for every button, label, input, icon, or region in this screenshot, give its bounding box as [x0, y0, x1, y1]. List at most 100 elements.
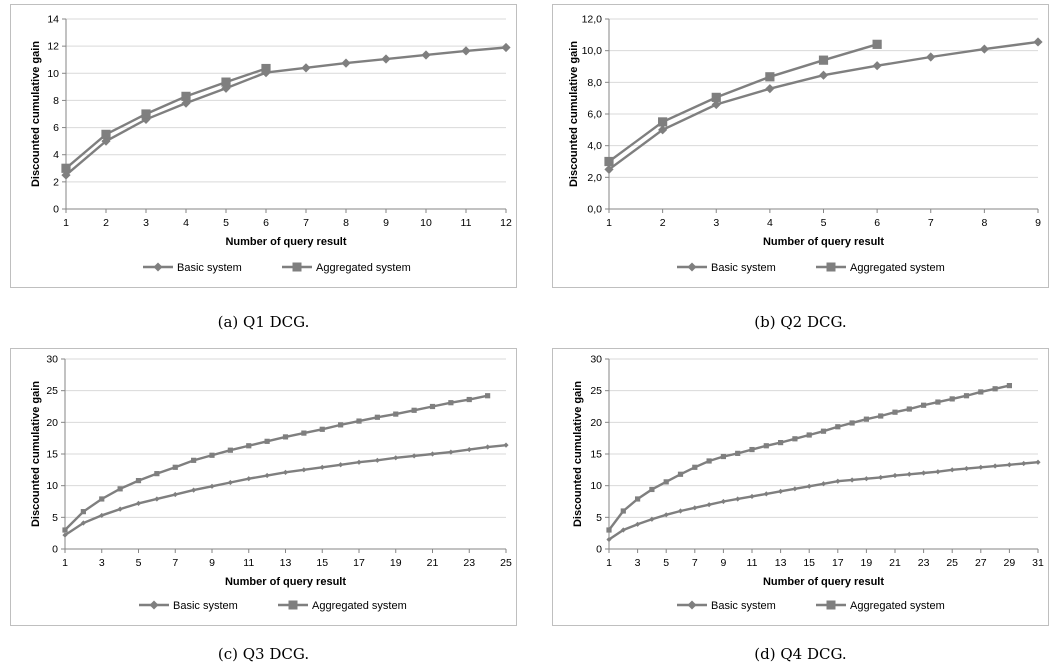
y-tick-label: 8	[53, 95, 59, 107]
data-point	[1033, 37, 1043, 47]
x-tick-label: 10	[420, 217, 432, 229]
data-point	[649, 486, 655, 493]
x-tick-label: 4	[767, 217, 773, 229]
data-point	[227, 447, 233, 453]
data-point	[849, 420, 855, 426]
x-tick-label: 3	[99, 557, 105, 569]
data-point	[80, 509, 86, 515]
data-point	[926, 52, 936, 62]
data-point	[99, 496, 105, 502]
data-point	[765, 72, 775, 82]
caption-q1: (a) Q1 DCG.	[217, 313, 310, 331]
data-point	[806, 432, 812, 438]
data-point	[949, 467, 955, 473]
data-point	[720, 498, 726, 505]
data-point	[301, 430, 307, 436]
data-point	[978, 389, 984, 395]
y-tick-label: 20	[590, 417, 602, 429]
data-point	[735, 450, 741, 456]
legend-marker	[687, 600, 697, 610]
data-point	[264, 472, 270, 479]
series-line	[65, 67, 267, 170]
data-point	[374, 457, 380, 463]
x-tick-label: 17	[353, 557, 365, 569]
legend-label: Aggregated system	[850, 262, 945, 274]
data-point	[778, 488, 784, 494]
data-point	[221, 77, 231, 87]
series-line	[65, 46, 507, 176]
data-point	[872, 61, 882, 71]
chart-panel-q2: 0,0 2,0 4,0 6,0 8,0 10,0 12,0 1 2 3 4 5 6 7 8 9 Number o…	[552, 4, 1049, 288]
chart-panel-q1: 0 2 4 6 8 10 12 14 1 2 3 4 5 6 7 8 9 10 11 12 Number of quer…	[10, 4, 517, 288]
y-tick-label: 20	[46, 417, 58, 429]
x-tick-label: 7	[303, 217, 309, 229]
data-point	[635, 496, 641, 502]
data-point	[765, 84, 775, 94]
data-point	[154, 496, 160, 502]
data-point	[906, 471, 912, 477]
legend-marker	[149, 600, 159, 610]
data-point	[878, 413, 884, 419]
legend-label: Basic system	[711, 600, 776, 612]
data-point	[246, 443, 252, 449]
data-point	[1021, 460, 1027, 467]
x-tick-label: 9	[720, 557, 726, 569]
y-tick-label: 12,0	[582, 14, 603, 26]
data-point	[892, 409, 898, 415]
y-axis-title: Discounted cumulative gain	[30, 381, 42, 527]
data-point	[792, 436, 798, 442]
data-point	[663, 479, 669, 485]
x-tick-label: 9	[209, 557, 215, 569]
data-point	[356, 459, 362, 465]
legend-label: Basic system	[177, 262, 242, 274]
x-tick-label: 19	[390, 557, 402, 569]
y-tick-label: 2,0	[587, 172, 602, 184]
data-point	[949, 396, 955, 402]
data-point	[135, 478, 142, 484]
data-point	[191, 457, 197, 463]
series-line	[64, 443, 507, 537]
data-point	[620, 508, 626, 514]
y-tick-label: 2	[53, 176, 59, 188]
x-tick-label: 25	[946, 557, 958, 569]
x-tick-label: 11	[747, 557, 758, 569]
y-tick-label: 0	[53, 204, 59, 216]
x-tick-label: 1	[62, 557, 68, 569]
x-tick-label: 12	[500, 217, 512, 229]
data-point	[606, 527, 612, 533]
x-axis-title: Number of query result	[225, 236, 346, 248]
y-tick-label: 6	[53, 122, 59, 134]
data-point	[141, 109, 151, 119]
data-point	[448, 400, 454, 406]
chart-q2-svg: 0,0 2,0 4,0 6,0 8,0 10,0 12,0 1 2 3 4 5 6 7 8 9 Number o…	[568, 14, 1043, 274]
legend-label: Basic system	[711, 262, 776, 274]
y-tick-label: 25	[46, 385, 58, 397]
x-tick-label: 5	[663, 557, 669, 569]
data-point	[720, 453, 726, 460]
x-axis-title: Number of query result	[763, 576, 884, 588]
data-point	[485, 444, 491, 450]
y-tick-label: 6,0	[587, 109, 602, 121]
data-point	[935, 469, 941, 475]
data-point	[264, 438, 270, 444]
x-tick-label: 5	[136, 557, 142, 569]
data-point	[749, 446, 755, 453]
x-tick-label: 5	[223, 217, 229, 229]
data-point	[992, 386, 998, 392]
y-tick-label: 15	[46, 449, 58, 461]
data-point	[706, 502, 712, 508]
data-point	[992, 463, 998, 469]
data-point	[301, 467, 307, 473]
data-point	[818, 55, 829, 65]
x-tick-label: 17	[832, 557, 844, 569]
data-point	[374, 414, 380, 420]
legend-marker	[153, 262, 163, 272]
y-axis-title: Discounted cumulative gain	[568, 41, 580, 187]
data-point	[172, 464, 178, 470]
y-tick-label: 0,0	[587, 204, 602, 216]
x-tick-label: 21	[427, 557, 439, 569]
data-point	[606, 536, 612, 543]
data-point	[356, 418, 362, 424]
